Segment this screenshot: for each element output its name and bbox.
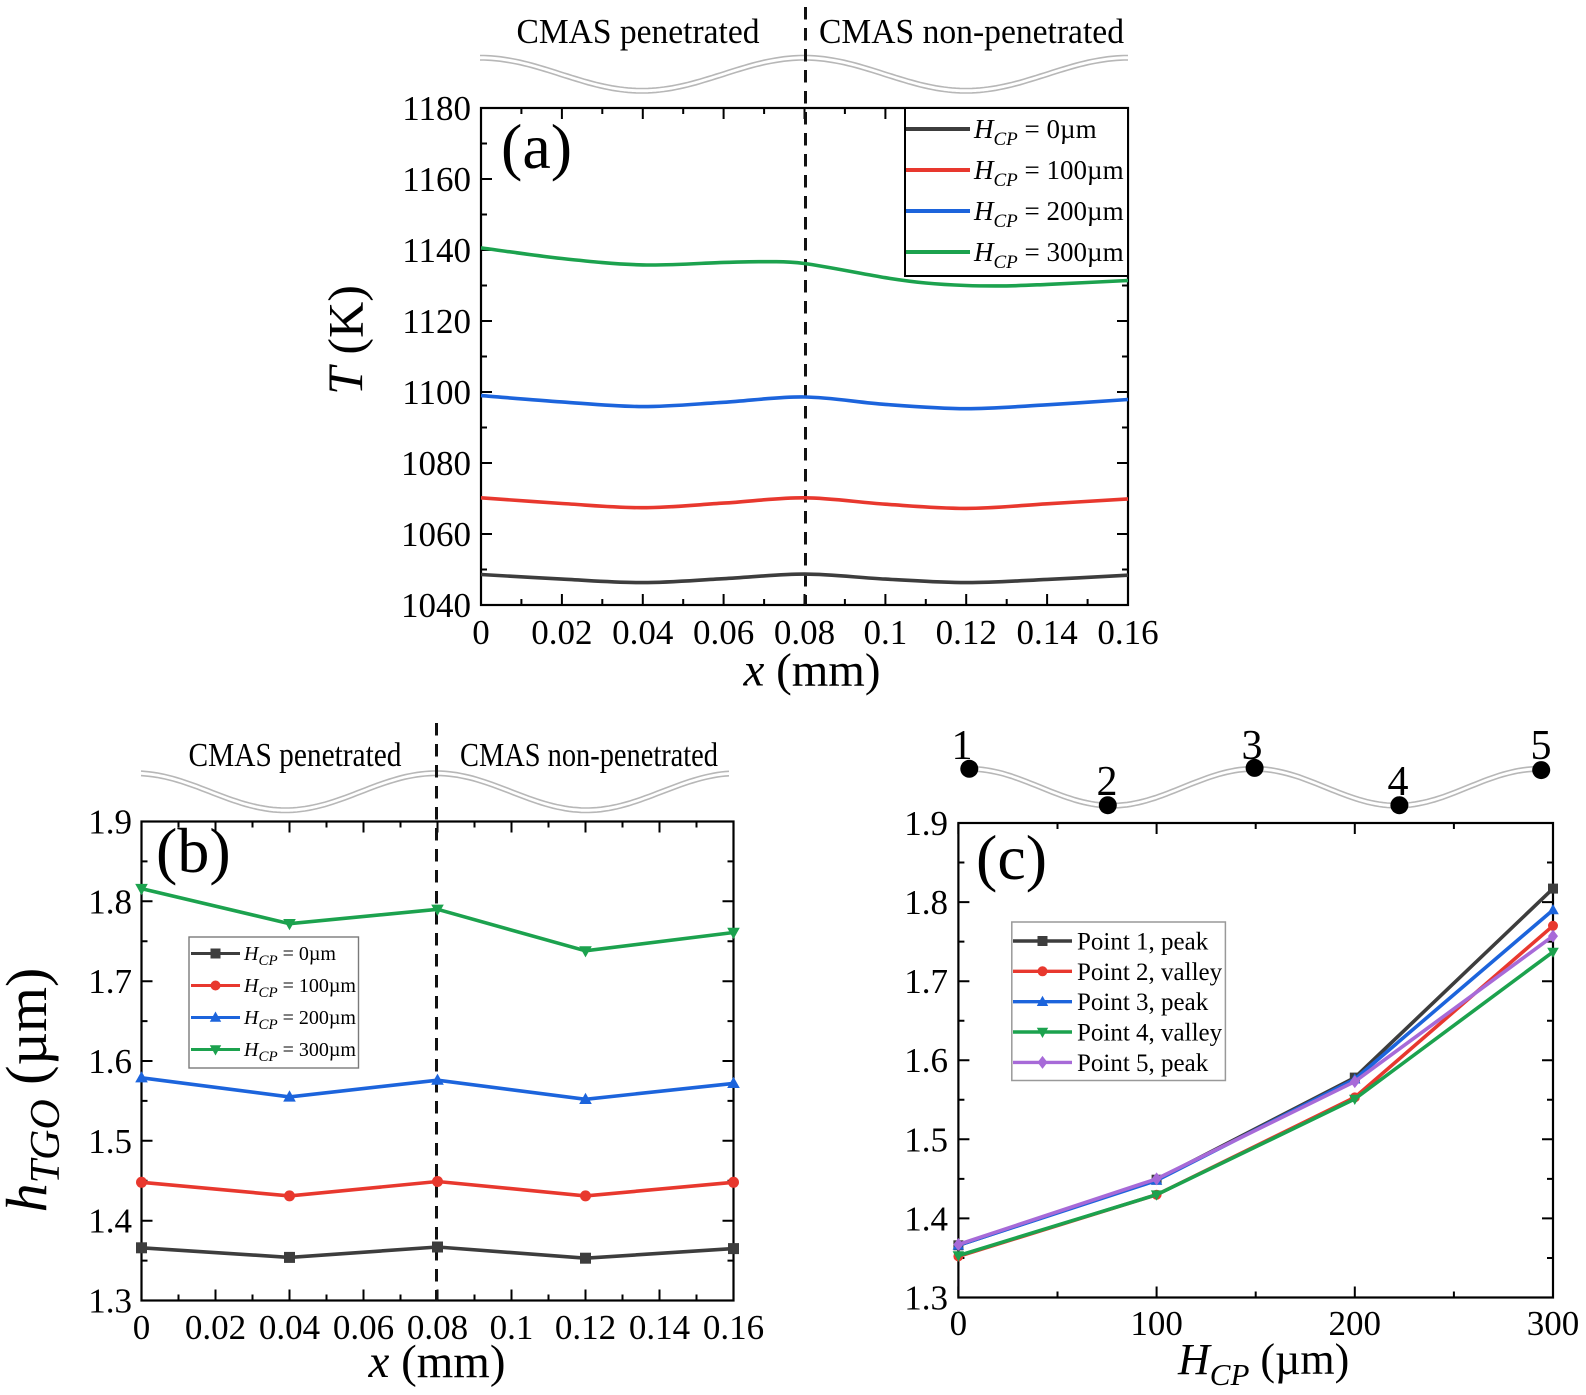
svg-text:Point 4, valley: Point 4, valley	[1077, 1020, 1223, 1047]
svg-text:0: 0	[133, 1308, 151, 1347]
svg-text:2: 2	[1097, 759, 1118, 805]
svg-text:0.08: 0.08	[407, 1308, 468, 1347]
svg-text:Point 3, peak: Point 3, peak	[1077, 989, 1209, 1016]
svg-text:1.6: 1.6	[88, 1042, 132, 1081]
svg-text:1.5: 1.5	[904, 1120, 948, 1159]
svg-text:Point 1, peak: Point 1, peak	[1077, 929, 1209, 956]
svg-text:0.06: 0.06	[693, 613, 754, 652]
svg-text:300: 300	[1527, 1304, 1580, 1343]
svg-text:0.06: 0.06	[333, 1308, 394, 1347]
svg-text:1.7: 1.7	[904, 962, 948, 1001]
svg-text:HCP = 100µm: HCP = 100µm	[973, 155, 1124, 191]
svg-text:HCP = 300µm: HCP = 300µm	[973, 237, 1124, 273]
svg-text:0.12: 0.12	[936, 613, 997, 652]
svg-text:HCP = 200µm: HCP = 200µm	[973, 196, 1124, 232]
svg-text:x (mm): x (mm)	[742, 645, 880, 697]
svg-text:1040: 1040	[401, 586, 471, 625]
svg-text:HCP = 300µm: HCP = 300µm	[243, 1039, 356, 1065]
svg-text:0.14: 0.14	[629, 1308, 690, 1347]
svg-text:HCP = 100µm: HCP = 100µm	[243, 975, 356, 1001]
svg-text:T (K): T (K)	[317, 285, 373, 395]
svg-text:HCP = 0µm: HCP = 0µm	[243, 943, 336, 969]
svg-text:1.4: 1.4	[88, 1202, 132, 1241]
svg-text:1100: 1100	[402, 373, 471, 412]
svg-text:1080: 1080	[401, 444, 471, 483]
svg-text:4: 4	[1388, 759, 1409, 805]
svg-text:0.12: 0.12	[555, 1308, 616, 1347]
svg-text:1.6: 1.6	[904, 1041, 948, 1080]
svg-text:HCP = 0µm: HCP = 0µm	[973, 114, 1097, 150]
svg-text:1.3: 1.3	[904, 1279, 948, 1318]
svg-text:HCP (µm): HCP (µm)	[1177, 1335, 1349, 1392]
svg-text:x (mm): x (mm)	[367, 1336, 505, 1388]
svg-text:1180: 1180	[402, 89, 471, 128]
svg-text:CMAS non-penetrated: CMAS non-penetrated	[819, 12, 1124, 51]
svg-text:1060: 1060	[401, 515, 471, 554]
svg-text:0.08: 0.08	[774, 613, 835, 652]
svg-text:hTGO (µm): hTGO (µm)	[0, 968, 69, 1213]
svg-text:0.16: 0.16	[1097, 613, 1158, 652]
svg-text:5: 5	[1531, 723, 1552, 769]
svg-text:1.8: 1.8	[904, 883, 948, 922]
svg-text:0.04: 0.04	[612, 613, 673, 652]
svg-text:1.9: 1.9	[904, 804, 948, 843]
svg-text:Point 5, peak: Point 5, peak	[1077, 1050, 1209, 1077]
svg-text:0: 0	[950, 1304, 968, 1343]
svg-text:0.02: 0.02	[531, 613, 592, 652]
svg-text:1: 1	[952, 723, 973, 769]
svg-text:HCP = 200µm: HCP = 200µm	[243, 1007, 356, 1033]
svg-text:1140: 1140	[402, 231, 471, 270]
svg-text:CMAS penetrated: CMAS penetrated	[189, 737, 402, 774]
svg-text:Point 2, valley: Point 2, valley	[1077, 959, 1223, 986]
svg-text:CMAS penetrated: CMAS penetrated	[517, 12, 760, 51]
svg-text:CMAS non-penetrated: CMAS non-penetrated	[460, 737, 718, 774]
svg-text:(b): (b)	[156, 815, 231, 886]
svg-text:0.16: 0.16	[703, 1308, 764, 1347]
svg-text:1160: 1160	[402, 160, 471, 199]
svg-text:(c): (c)	[976, 822, 1047, 893]
svg-text:1.8: 1.8	[88, 882, 132, 921]
svg-text:0.1: 0.1	[490, 1308, 534, 1347]
svg-text:(a): (a)	[501, 111, 572, 182]
svg-text:1120: 1120	[402, 302, 471, 341]
svg-text:1.4: 1.4	[904, 1199, 948, 1238]
svg-text:0: 0	[472, 613, 490, 652]
svg-text:200: 200	[1329, 1304, 1382, 1343]
svg-text:0.1: 0.1	[864, 613, 908, 652]
svg-text:0.04: 0.04	[259, 1308, 320, 1347]
svg-text:3: 3	[1242, 723, 1263, 769]
svg-text:1.9: 1.9	[88, 803, 132, 842]
svg-text:1.5: 1.5	[88, 1122, 132, 1161]
svg-text:1.7: 1.7	[88, 962, 132, 1001]
svg-text:1.3: 1.3	[88, 1282, 132, 1321]
svg-text:100: 100	[1130, 1304, 1183, 1343]
svg-text:0.14: 0.14	[1016, 613, 1077, 652]
svg-text:0.02: 0.02	[185, 1308, 246, 1347]
